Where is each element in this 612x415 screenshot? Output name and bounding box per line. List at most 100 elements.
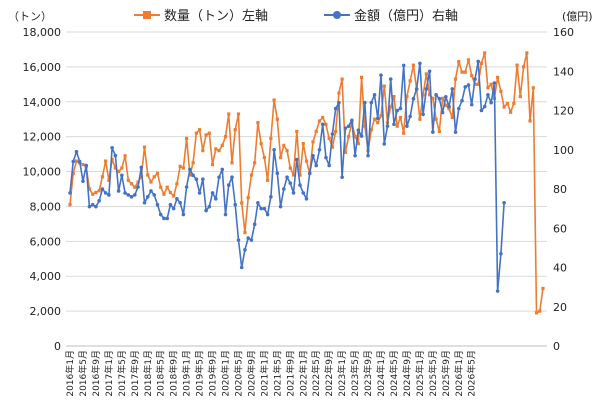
quantity-point [165, 185, 169, 189]
amount-point [353, 153, 357, 158]
amount-point [486, 93, 490, 97]
amount-point [77, 159, 82, 164]
amount-point [213, 197, 218, 201]
quantity-point [359, 75, 364, 79]
quantity-point [155, 171, 160, 175]
quantity-point [291, 173, 296, 177]
quantity-point [521, 65, 526, 69]
quantity-point [428, 93, 432, 97]
right-axis-unit: (億円) [562, 10, 593, 23]
left-axis-unit: （トン） [8, 10, 52, 23]
amount-point [256, 200, 260, 205]
right-tick-label: 20 [553, 301, 567, 314]
quantity-point [278, 156, 283, 160]
amount-point [427, 69, 432, 74]
amount-point [116, 189, 121, 193]
quantity-point [314, 129, 318, 134]
x-tick-label: 2023年1月 [336, 350, 348, 397]
amount-point [495, 289, 500, 293]
right-tick-label: 80 [553, 183, 567, 196]
quantity-point [240, 201, 244, 205]
x-tick-label: 2016年5月 [77, 350, 89, 397]
amount-point [418, 61, 422, 66]
x-tick-label: 2021年9月 [284, 350, 296, 397]
amount-point [136, 185, 140, 189]
amount-point [152, 193, 157, 197]
amount-point [453, 130, 458, 134]
amount-point [184, 185, 189, 189]
quantity-point [269, 136, 273, 141]
x-tick-label: 2026年5月 [466, 350, 478, 397]
right-tick-label: 140 [553, 65, 574, 78]
amount-point [252, 222, 257, 227]
amount-point [217, 175, 221, 180]
left-tick-label: 6,000 [30, 235, 62, 248]
left-axis: 0 2,000 4,000 6,000 8,000 10,000 12,000 14,000 1… [23, 26, 62, 353]
amount-point [107, 193, 111, 197]
quantity-point [172, 194, 176, 198]
quantity-point [466, 58, 471, 62]
amount-point [90, 202, 95, 207]
amount-point [317, 147, 322, 152]
quantity-point [188, 173, 192, 177]
amount-point [165, 216, 169, 221]
x-tick-label: 2021年1月 [258, 350, 270, 397]
quantity-point [194, 131, 198, 135]
amount-point [230, 175, 234, 180]
quantity-point [220, 143, 224, 147]
legend: 数量（トン）左軸 金額（億円）右軸 [134, 8, 458, 24]
legend-marker-amount [333, 11, 341, 19]
quantity-point [356, 142, 360, 146]
amount-point [350, 118, 354, 123]
quantity-point [421, 93, 425, 97]
quantity-point [343, 150, 347, 154]
quantity-point [243, 231, 247, 235]
amount-point [233, 202, 238, 207]
amount-point [307, 171, 312, 176]
quantity-point [531, 86, 535, 90]
amount-point [288, 181, 293, 185]
quantity-point [392, 94, 396, 99]
quantity-point [262, 156, 266, 160]
amount-point [440, 110, 445, 115]
amount-point [456, 106, 461, 111]
legend-item-quantity: 数量（トン）左軸 [134, 9, 268, 24]
amount-point [223, 212, 228, 217]
amount-point [207, 204, 212, 209]
amount-point [246, 236, 250, 240]
amount-point [278, 204, 283, 209]
amount-point [314, 163, 319, 168]
right-tick-label: 0 [553, 340, 560, 353]
amount-point [411, 96, 416, 101]
amount-point [149, 189, 153, 193]
quantity-point [304, 159, 309, 163]
quantity-point [515, 63, 519, 67]
amount-point [178, 200, 182, 205]
amount-point [74, 149, 79, 154]
amount-point [333, 106, 338, 111]
quantity-point [133, 185, 137, 189]
amount-point [473, 77, 477, 81]
left-tick-label: 16,000 [23, 61, 62, 74]
x-axis: 2016年1月 2016年5月 2016年9月 2017年1月 2017年5月 2017年… [64, 350, 478, 397]
quantity-point [321, 115, 325, 120]
amount-point [431, 130, 435, 134]
quantity-point [447, 107, 451, 111]
quantity-point [97, 189, 101, 193]
quantity-point [246, 196, 250, 200]
x-tick-label: 2018年1月 [142, 350, 154, 397]
quantity-point [91, 192, 95, 196]
quantity-point [512, 101, 516, 106]
quantity-point [100, 175, 104, 179]
amount-point [243, 248, 247, 252]
amount-point [210, 191, 215, 195]
quantity-point [528, 119, 532, 123]
legend-item-amount: 金額（億円）右軸 [324, 8, 458, 24]
amount-point [385, 124, 390, 128]
quantity-point [496, 75, 500, 79]
quantity-point [541, 286, 545, 291]
amount-point [476, 59, 481, 64]
legend-marker-quantity [143, 11, 151, 19]
quantity-point [233, 128, 237, 132]
quantity-point [236, 112, 241, 116]
